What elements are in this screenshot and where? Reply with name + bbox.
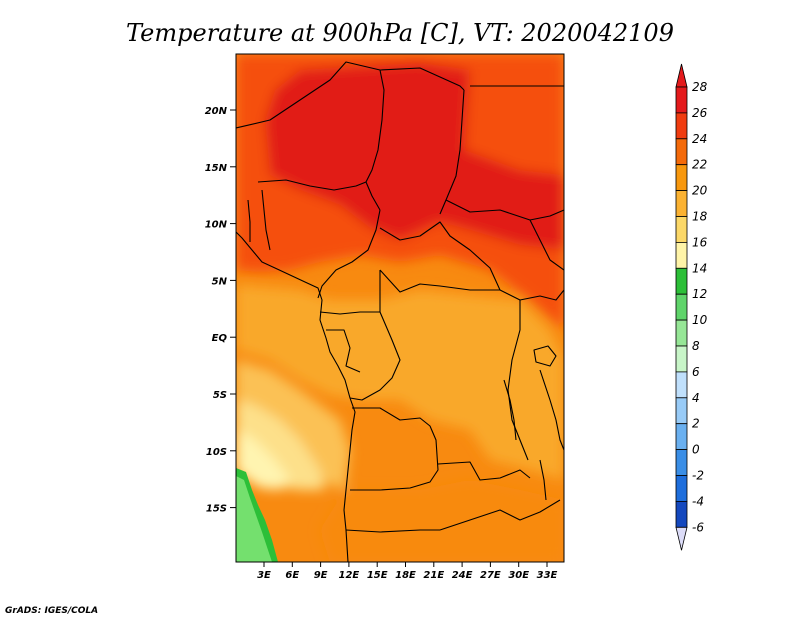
lon-tick-label: 6E [285,570,299,581]
colorbar-min-triangle [675,526,688,551]
colorbar-label: 4 [692,391,700,405]
lat-tick-label: 20N [205,106,228,117]
colorbar-swatch [675,319,688,347]
temperature-field [236,54,564,562]
colorbar-swatch [675,86,688,114]
colorbar-swatch [675,371,688,399]
lon-tick-label: 30E [508,570,529,581]
lat-tick-label: 15S [206,504,227,515]
colorbar-swatch [675,190,688,217]
map-frame [235,53,565,563]
colorbar-label: 16 [692,235,708,249]
colorbar-label: -2 [692,469,704,483]
border-nigeria-cameroon [317,209,381,299]
border-ss-south [499,289,564,301]
lat-tick-label: EQ [212,333,228,344]
border-westafrica-a [261,189,271,251]
lon-tick-label: 33E [537,570,558,581]
field-green-light-region [236,476,272,562]
latitude-axis: 20N 15N 10N 5N EQ 5S 10S 15S [205,106,236,515]
colorbar-swatch [675,475,688,502]
border-car-south [379,269,500,293]
colorbar-label: 20 [692,184,708,198]
lat-tick-label: 10S [206,447,227,458]
lake-tanganyika [503,379,517,441]
border-westafrica-b [247,199,251,242]
colorbar-label: 2 [692,417,700,431]
colorbar-swatch [675,164,688,191]
colorbar-label: 0 [692,443,700,457]
colorbar-label: 24 [692,132,707,146]
border-sudan-ss [445,199,564,221]
lake-victoria [533,345,557,367]
longitude-axis: 3E 6E 9E 12E 15E 18E 21E 24E 27E 30E 33E [257,562,558,581]
border-gabon [326,329,361,373]
colorbar-swatch [675,500,688,528]
colorbar-label: 8 [692,339,700,353]
colorbar-label: 18 [692,210,708,224]
border-car-north [379,221,501,291]
colorbar-label: 22 [692,158,707,172]
colorbar-swatch [675,423,688,451]
colorbar-swatch [675,345,688,373]
border-ethiopia [529,219,564,271]
lat-tick-label: 15N [205,163,228,174]
colorbar-swatch [675,241,688,269]
lake-malawi [539,459,547,501]
grads-credit: GrADS: IGES/COLA [5,606,98,616]
colorbar-label: 26 [692,106,708,120]
border-chad-sudan [439,89,465,215]
colorbar-label: 28 [692,80,708,94]
lon-tick-label: 15E [367,570,388,581]
lat-tick-label: 10N [205,220,228,231]
colorbar-swatch [675,267,688,295]
border-namibia [345,529,440,533]
border-tanzania [539,369,564,451]
border-cameroon-congo [319,270,381,315]
field-pale-region [236,430,290,490]
colorbar-swatch [675,397,688,425]
colorbar-label: 6 [692,365,700,379]
border-nigeria-north [257,179,367,191]
colorbar-swatch [675,449,688,476]
border-libya-chad [379,67,465,91]
border-drc-zambia [437,461,531,481]
colorbar-label: 12 [692,287,707,301]
lon-tick-label: 18E [395,570,416,581]
border-niger-chad [365,69,385,211]
coastline-west [236,231,356,562]
border-drc-east [507,300,529,461]
figure-title: Temperature at 900hPa [C], VT: 202004210… [126,19,674,47]
lon-tick-label: 27E [480,570,501,581]
lon-tick-label: 3E [257,570,271,581]
lon-tick-label: 21E [423,570,444,581]
border-congo-drc [349,311,401,401]
colorbar-swatch [675,216,688,243]
colorbar-swatch [675,293,688,321]
colorbar-label: 14 [692,261,707,275]
field-mild-region [236,285,564,480]
colorbar-label: -4 [692,494,704,508]
border-algeria-niger [236,61,381,129]
colorbar-label: 10 [692,313,708,327]
field-warm-south-region [320,480,564,562]
field-hot-region [265,62,564,250]
border-drc-angola [350,407,439,491]
border-zambia-south [439,499,561,531]
lon-tick-label: 24E [452,570,473,581]
country-borders [236,61,564,562]
lat-tick-label: 5N [212,276,228,287]
colorbar-label: -6 [692,520,704,534]
colorbar-swatch [675,138,688,166]
lat-tick-label: 5S [213,390,227,401]
colorbar-swatch [675,112,688,140]
colorbar-max-triangle [675,63,688,88]
lon-tick-label: 12E [339,570,360,581]
lon-tick-label: 9E [314,570,328,581]
